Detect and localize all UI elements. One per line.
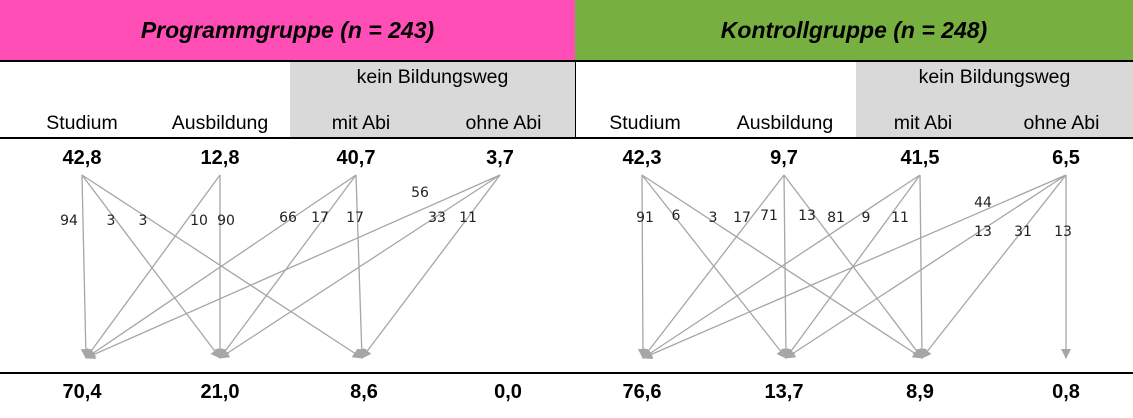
flow-label-p0-2-to-0: 66 bbox=[279, 210, 297, 226]
flow-arrow-p0-3-to-2 bbox=[361, 174, 501, 359]
flow-label-p1-0-to-1: 6 bbox=[672, 208, 681, 224]
flow-label-p1-0-to-2: 3 bbox=[709, 210, 718, 226]
col-header-studium-left: Studium bbox=[46, 112, 118, 134]
bottom-value-studium-right: 76,6 bbox=[622, 381, 662, 403]
top-value-ausbildung-left: 12,8 bbox=[200, 147, 240, 169]
col-header-mitabi-left: mit Abi bbox=[331, 112, 391, 134]
flow-arrow-p0-2-to-0 bbox=[85, 174, 357, 359]
flow-label-p1-0-to-0: 91 bbox=[636, 210, 654, 226]
flow-label-p1-2-to-2: 11 bbox=[891, 210, 909, 226]
top-value-ohneabi-right: 6,5 bbox=[1052, 147, 1080, 169]
top-value-ausbildung-right: 9,7 bbox=[770, 147, 798, 169]
panel-title-kontrollgruppe: Kontrollgruppe (n = 248) bbox=[575, 0, 1133, 60]
flow-arrow-p1-2-to-0 bbox=[642, 174, 921, 359]
flow-label-p0-3-to-1: 33 bbox=[428, 210, 446, 226]
subheader-bg-right bbox=[856, 62, 1133, 137]
subheader-kein-bildungsweg-right: kein Bildungsweg bbox=[918, 66, 1071, 88]
panel-title-programmgruppe: Programmgruppe (n = 243) bbox=[0, 0, 575, 60]
flow-label-p1-1-to-2: 13 bbox=[798, 208, 816, 224]
flow-arrow-p1-1-to-1 bbox=[780, 174, 791, 359]
bottom-value-ausbildung-right: 13,7 bbox=[764, 381, 804, 403]
flow-arrow-p1-3-to-0 bbox=[642, 174, 1067, 360]
flow-label-p0-1-to-1: 90 bbox=[217, 213, 235, 229]
flow-label-p1-1-to-1: 71 bbox=[760, 208, 778, 224]
flow-arrow-p1-3-to-1 bbox=[785, 174, 1067, 359]
flow-label-p1-1-to-0: 17 bbox=[733, 210, 751, 226]
flow-label-p0-2-to-2: 17 bbox=[346, 210, 364, 226]
flow-arrow-p0-0-to-0 bbox=[80, 174, 91, 359]
panel-separator bbox=[575, 60, 576, 138]
flow-arrow-p0-0-to-1 bbox=[81, 174, 221, 359]
flow-arrow-p1-1-to-0 bbox=[642, 174, 785, 359]
bottom-value-ohneabi-left: 0,0 bbox=[494, 381, 522, 403]
subheader-bg-left bbox=[290, 62, 575, 137]
col-header-ohneabi-right: ohne Abi bbox=[1023, 112, 1100, 134]
flow-arrow-p0-3-to-0 bbox=[85, 174, 501, 359]
flow-label-p0-3-to-0: 56 bbox=[411, 185, 429, 201]
col-header-ausbildung-right: Ausbildung bbox=[736, 112, 834, 134]
flow-label-p0-0-to-0: 94 bbox=[60, 213, 78, 229]
col-header-ausbildung-left: Ausbildung bbox=[171, 112, 269, 134]
bottom-values-line bbox=[0, 372, 1133, 374]
flow-arrow-p1-2-to-2 bbox=[916, 174, 927, 359]
top-value-studium-right: 42,3 bbox=[622, 147, 662, 169]
flow-label-p1-2-to-0: 81 bbox=[827, 210, 845, 226]
bottom-value-ohneabi-right: 0,8 bbox=[1052, 381, 1080, 403]
flow-label-p1-3-to-2: 31 bbox=[1014, 224, 1032, 240]
flow-label-p1-2-to-1: 9 bbox=[862, 210, 871, 226]
top-value-ohneabi-left: 3,7 bbox=[486, 147, 514, 169]
flow-label-p0-3-to-2: 11 bbox=[459, 210, 477, 226]
bottom-value-studium-left: 70,4 bbox=[62, 381, 102, 403]
flow-label-p0-2-to-1: 17 bbox=[311, 210, 329, 226]
flow-label-p0-0-to-2: 3 bbox=[139, 213, 148, 229]
flow-label-p0-0-to-1: 3 bbox=[107, 213, 116, 229]
top-value-mitabi-left: 40,7 bbox=[336, 147, 376, 169]
flow-arrow-p0-1-to-0 bbox=[85, 174, 221, 359]
col-header-ohneabi-left: ohne Abi bbox=[465, 112, 542, 134]
subheader-kein-bildungsweg-left: kein Bildungsweg bbox=[356, 66, 509, 88]
bottom-value-ausbildung-left: 21,0 bbox=[200, 381, 240, 403]
flow-arrow-p0-2-to-1 bbox=[219, 174, 357, 359]
flow-label-p1-3-to-3: 13 bbox=[1054, 224, 1072, 240]
flow-label-p0-1-to-0: 10 bbox=[190, 213, 208, 229]
header-bottom-line bbox=[0, 137, 1133, 139]
top-value-studium-left: 42,8 bbox=[62, 147, 102, 169]
flow-arrow-p1-3-to-2 bbox=[921, 174, 1067, 359]
flow-label-p1-3-to-0: 44 bbox=[974, 195, 992, 211]
top-value-mitabi-right: 41,5 bbox=[900, 147, 940, 169]
col-header-mitabi-right: mit Abi bbox=[893, 112, 953, 134]
bottom-value-mitabi-right: 8,9 bbox=[906, 381, 934, 403]
bottom-value-mitabi-left: 8,6 bbox=[350, 381, 378, 403]
flow-arrow-p0-3-to-1 bbox=[219, 174, 501, 359]
flow-label-p1-3-to-1: 13 bbox=[974, 224, 992, 240]
col-header-studium-right: Studium bbox=[609, 112, 681, 134]
flow-arrow-p1-0-to-0 bbox=[637, 174, 648, 359]
header-top-line bbox=[0, 60, 1133, 62]
